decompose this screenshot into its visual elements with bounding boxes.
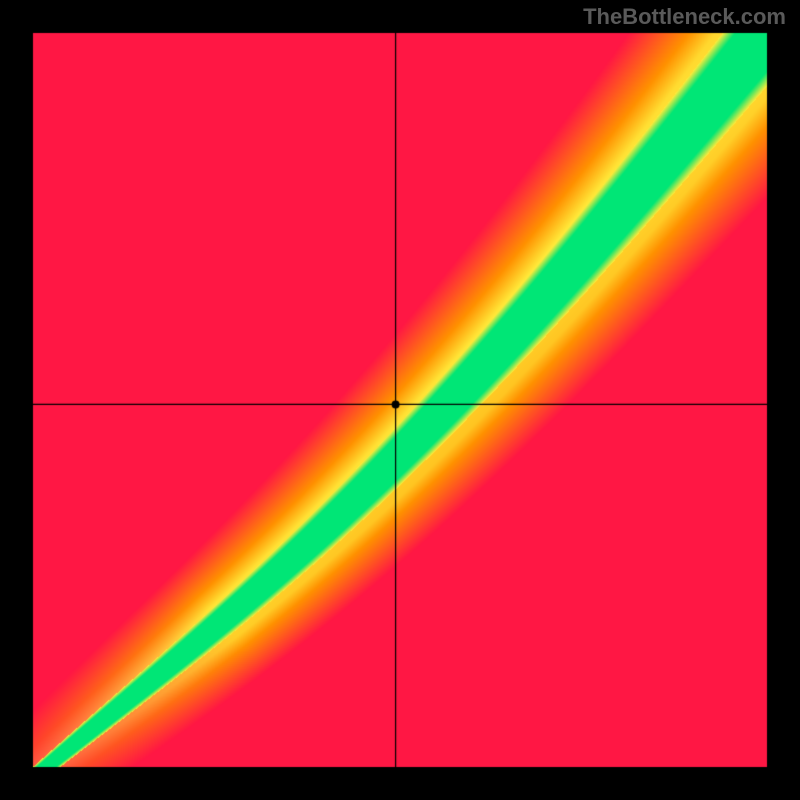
watermark-text: TheBottleneck.com bbox=[583, 4, 786, 30]
chart-container: TheBottleneck.com bbox=[0, 0, 800, 800]
bottleneck-heatmap bbox=[0, 0, 800, 800]
